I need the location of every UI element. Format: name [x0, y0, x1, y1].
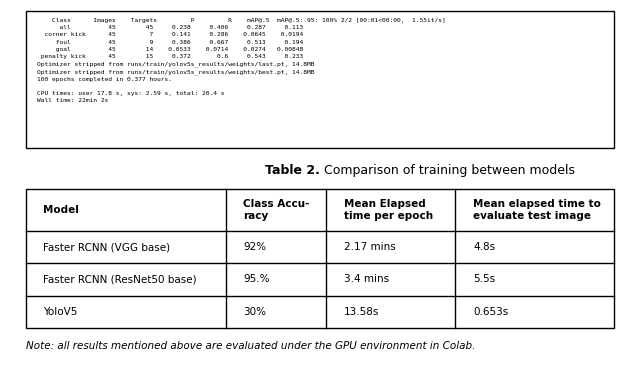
Text: 92%: 92%	[243, 242, 267, 252]
Text: Comparison of training between models: Comparison of training between models	[320, 164, 575, 177]
Text: Mean elapsed time to
evaluate test image: Mean elapsed time to evaluate test image	[473, 199, 601, 221]
Text: Model: Model	[44, 205, 79, 215]
FancyBboxPatch shape	[26, 11, 614, 148]
Text: Class      Images    Targets         P         R    mAP@.5  mAP@.5:.95: 100% 2/2: Class Images Targets P R mAP@.5 mAP@.5:.…	[37, 18, 446, 103]
Text: 2.17 mins: 2.17 mins	[344, 242, 396, 252]
Text: 0.653s: 0.653s	[473, 307, 508, 317]
Text: Faster RCNN (VGG base): Faster RCNN (VGG base)	[44, 242, 170, 252]
Text: Class Accu-
racy: Class Accu- racy	[243, 199, 310, 221]
Text: YoloV5: YoloV5	[44, 307, 77, 317]
Text: 95.%: 95.%	[243, 275, 270, 285]
Text: 5.5s: 5.5s	[473, 275, 495, 285]
Text: 30%: 30%	[243, 307, 266, 317]
Text: 13.58s: 13.58s	[344, 307, 379, 317]
Text: 3.4 mins: 3.4 mins	[344, 275, 388, 285]
Text: Mean Elapsed
time per epoch: Mean Elapsed time per epoch	[344, 199, 433, 221]
Text: Table 2.: Table 2.	[265, 164, 320, 177]
Text: 4.8s: 4.8s	[473, 242, 495, 252]
Text: Faster RCNN (ResNet50 base): Faster RCNN (ResNet50 base)	[44, 275, 197, 285]
Text: Note: all results mentioned above are evaluated under the GPU environment in Col: Note: all results mentioned above are ev…	[26, 341, 475, 352]
